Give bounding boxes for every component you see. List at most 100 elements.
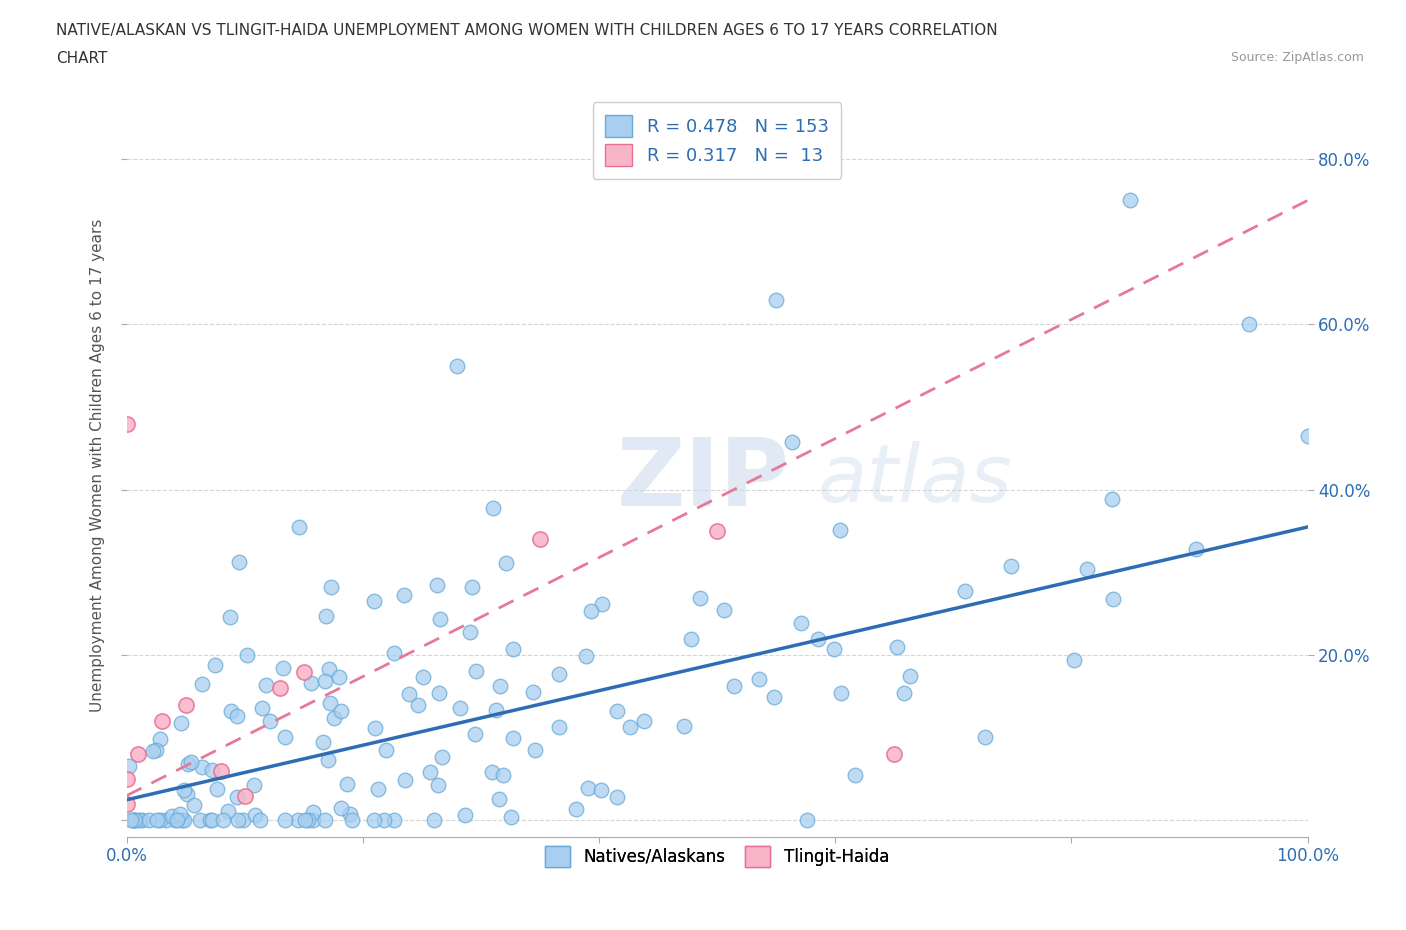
Point (170, 813, 193, 828)
Point (297, 813, 319, 828)
Point (429, 612, 451, 627)
Point (1119, 193, 1142, 208)
Point (844, 768, 866, 783)
Point (1076, 562, 1098, 577)
Point (314, 813, 336, 828)
Point (1101, 492, 1123, 507)
Point (384, 646, 406, 661)
Point (898, 669, 921, 684)
Point (796, 813, 818, 828)
Point (591, 783, 613, 798)
Point (191, 676, 214, 691)
Point (243, 777, 266, 792)
Text: CHART: CHART (56, 51, 108, 66)
Point (315, 608, 337, 623)
Point (363, 813, 385, 828)
Point (115, 796, 138, 811)
Point (273, 813, 295, 828)
Point (124, 813, 146, 828)
Point (127, 747, 149, 762)
Point (329, 704, 352, 719)
Point (1000, 558, 1022, 573)
Point (461, 579, 484, 594)
Point (122, 813, 145, 828)
Point (488, 679, 510, 694)
Point (382, 813, 405, 828)
Point (883, 747, 905, 762)
Point (145, 742, 167, 757)
Point (406, 698, 429, 712)
Point (339, 807, 361, 822)
Point (423, 813, 446, 828)
Point (233, 789, 256, 804)
Point (228, 554, 250, 569)
Point (173, 813, 195, 828)
Point (547, 720, 569, 735)
Point (314, 673, 336, 688)
Point (492, 768, 515, 783)
Point (681, 631, 703, 646)
Point (321, 580, 343, 595)
Text: ZIP: ZIP (617, 434, 790, 525)
Point (823, 642, 845, 657)
Point (271, 660, 294, 675)
Point (830, 686, 852, 701)
Point (329, 801, 352, 816)
Point (191, 760, 214, 775)
Point (318, 661, 340, 676)
Point (893, 685, 915, 700)
Text: atlas: atlas (817, 441, 1012, 519)
Point (633, 713, 655, 728)
Text: NATIVE/ALASKAN VS TLINGIT-HAIDA UNEMPLOYMENT AMONG WOMEN WITH CHILDREN AGES 6 TO: NATIVE/ALASKAN VS TLINGIT-HAIDA UNEMPLOY… (56, 23, 998, 38)
Y-axis label: Unemployment Among Women with Children Ages 6 to 17 years: Unemployment Among Women with Children A… (90, 219, 105, 711)
Point (142, 744, 165, 759)
Point (427, 777, 450, 792)
Point (953, 584, 976, 599)
Point (128, 813, 150, 828)
Point (398, 687, 420, 702)
Point (485, 703, 508, 718)
Point (124, 813, 146, 828)
Point (419, 764, 441, 779)
Point (292, 664, 315, 679)
Point (426, 578, 449, 592)
Point (606, 790, 628, 804)
Point (299, 675, 322, 690)
Point (287, 813, 309, 828)
Point (748, 671, 770, 686)
Point (259, 714, 281, 729)
Point (689, 591, 711, 605)
Point (115, 417, 138, 432)
Point (328, 670, 350, 684)
Point (163, 813, 186, 828)
Point (155, 813, 177, 828)
Point (575, 648, 598, 663)
Point (427, 685, 450, 700)
Point (482, 501, 505, 516)
Point (173, 782, 195, 797)
Point (212, 813, 235, 828)
Point (591, 597, 613, 612)
Point (807, 631, 830, 646)
Point (274, 730, 297, 745)
Point (120, 813, 142, 828)
Point (458, 625, 481, 640)
Point (201, 763, 224, 777)
Point (454, 807, 477, 822)
Point (226, 709, 249, 724)
Point (121, 813, 143, 828)
Point (1063, 652, 1085, 667)
Point (495, 555, 517, 570)
Point (713, 603, 735, 618)
Point (221, 703, 243, 718)
Point (430, 750, 453, 764)
Point (180, 755, 202, 770)
Point (209, 764, 232, 778)
Point (131, 813, 153, 828)
Point (174, 698, 197, 712)
Point (502, 642, 524, 657)
Point (523, 742, 546, 757)
Point (198, 813, 221, 828)
Point (581, 604, 603, 618)
Text: Source: ZipAtlas.com: Source: ZipAtlas.com (1230, 51, 1364, 64)
